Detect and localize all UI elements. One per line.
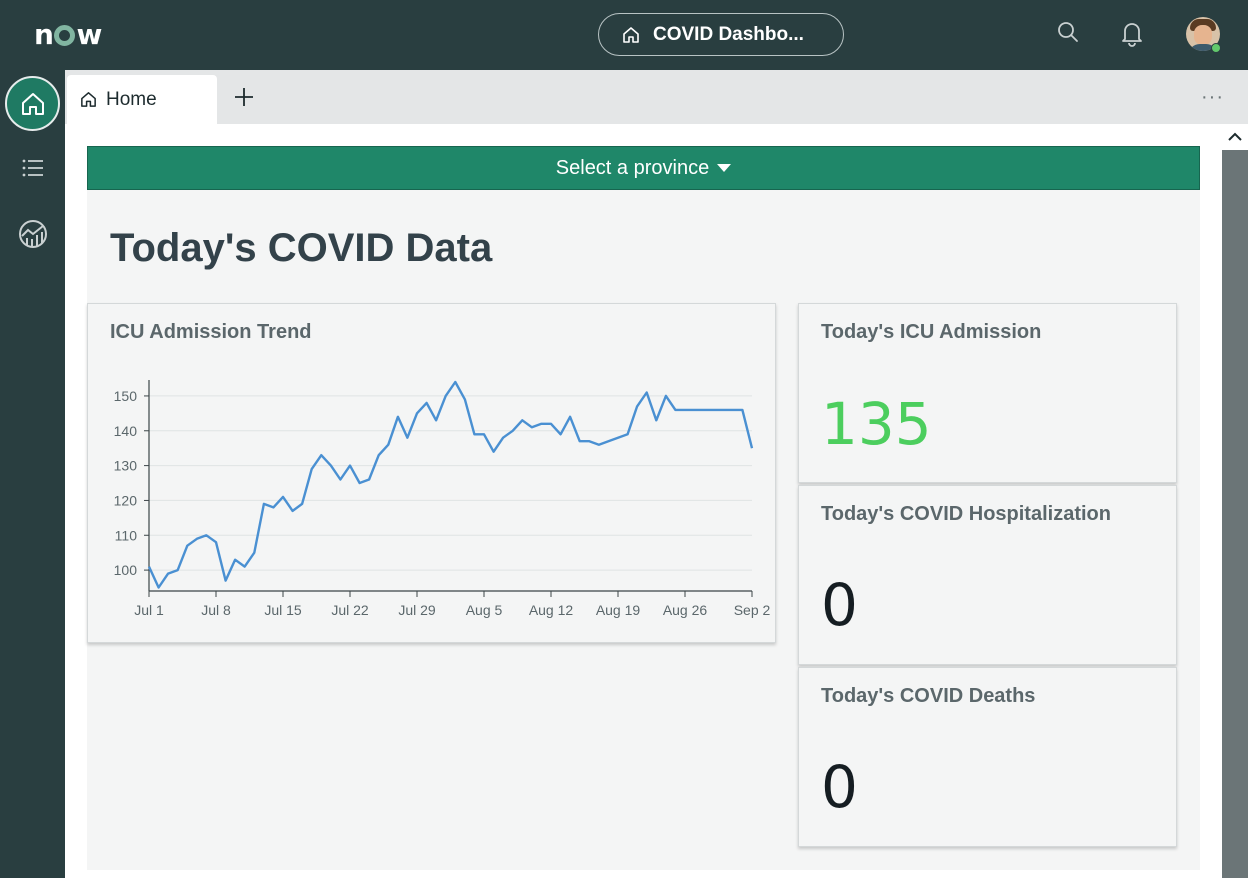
scrollbar-thumb[interactable] — [1222, 150, 1248, 878]
page-title-text: COVID Dashbo... — [653, 23, 804, 45]
x-tick-label: Jul 8 — [201, 602, 231, 618]
chart-card-title: ICU Admission Trend — [110, 321, 312, 343]
icu-trend-chart: 100 110 120 130 140 150 Jul 1 Jul 8 Jul 15 Jul 22… — [114, 380, 771, 618]
tab-bar: Home ··· — [65, 70, 1248, 124]
province-select-label: Select a province — [555, 156, 710, 179]
y-tick-label: 150 — [114, 388, 138, 404]
scroll-up-button[interactable] — [1222, 124, 1248, 150]
y-tick-label: 140 — [114, 423, 138, 439]
bell-icon[interactable] — [1117, 18, 1147, 48]
stat-card-hospitalization: Today's COVID Hospitalization 0 — [798, 485, 1177, 665]
tab-home[interactable]: Home — [67, 75, 217, 124]
x-tick-label: Aug 26 — [663, 602, 708, 618]
x-tick-label: Jul 1 — [134, 602, 164, 618]
search-icon[interactable] — [1056, 20, 1080, 44]
page-title-pill[interactable]: COVID Dashbo... — [598, 13, 844, 56]
rail-analytics-button[interactable] — [5, 206, 60, 261]
x-tick-label: Aug 12 — [529, 602, 574, 618]
home-icon — [81, 92, 96, 107]
chart-card: ICU Admission Trend 100 110 120 130 140 150 Ju… — [87, 303, 776, 643]
y-tick-label: 100 — [114, 562, 138, 578]
x-tick-label: Jul 22 — [331, 602, 369, 618]
more-options-icon[interactable]: ··· — [1201, 86, 1224, 108]
analytics-icon — [18, 219, 47, 248]
y-tick-label: 110 — [115, 527, 138, 543]
y-tick-label: 120 — [114, 492, 138, 508]
x-tick-label: Jul 15 — [264, 602, 302, 618]
rail-list-button[interactable] — [5, 140, 60, 195]
x-tick-label: Aug 5 — [466, 602, 503, 618]
home-icon — [21, 92, 44, 115]
stat-title: Today's ICU Admission — [821, 321, 1042, 343]
online-status-icon — [1211, 43, 1221, 53]
page-title: Today's COVID Data — [110, 226, 493, 270]
province-select[interactable]: Select a province — [87, 146, 1200, 190]
dashboard-content: Select a province Today's COVID Data ICU… — [87, 146, 1200, 870]
left-rail — [0, 70, 65, 878]
tab-home-label: Home — [106, 88, 157, 110]
list-icon — [22, 159, 43, 176]
home-icon — [623, 26, 639, 43]
stat-value: 0 — [821, 571, 858, 639]
stat-title: Today's COVID Hospitalization — [821, 503, 1111, 525]
rail-home-button[interactable] — [5, 76, 60, 131]
stat-card-deaths: Today's COVID Deaths 0 — [798, 667, 1177, 847]
stat-value: 0 — [821, 753, 858, 821]
caret-down-icon — [717, 164, 732, 172]
series-line — [147, 380, 754, 589]
stat-value: 135 — [821, 390, 932, 458]
x-tick-label: Aug 19 — [596, 602, 641, 618]
chevron-up-icon — [1228, 132, 1242, 141]
y-tick-label: 130 — [114, 458, 138, 474]
x-tick-label: Jul 29 — [398, 602, 436, 618]
x-tick-label: Sep 2 — [734, 602, 771, 618]
stat-card-icu: Today's ICU Admission 135 — [798, 303, 1177, 483]
stat-title: Today's COVID Deaths — [821, 685, 1036, 707]
plus-icon[interactable] — [231, 84, 257, 110]
